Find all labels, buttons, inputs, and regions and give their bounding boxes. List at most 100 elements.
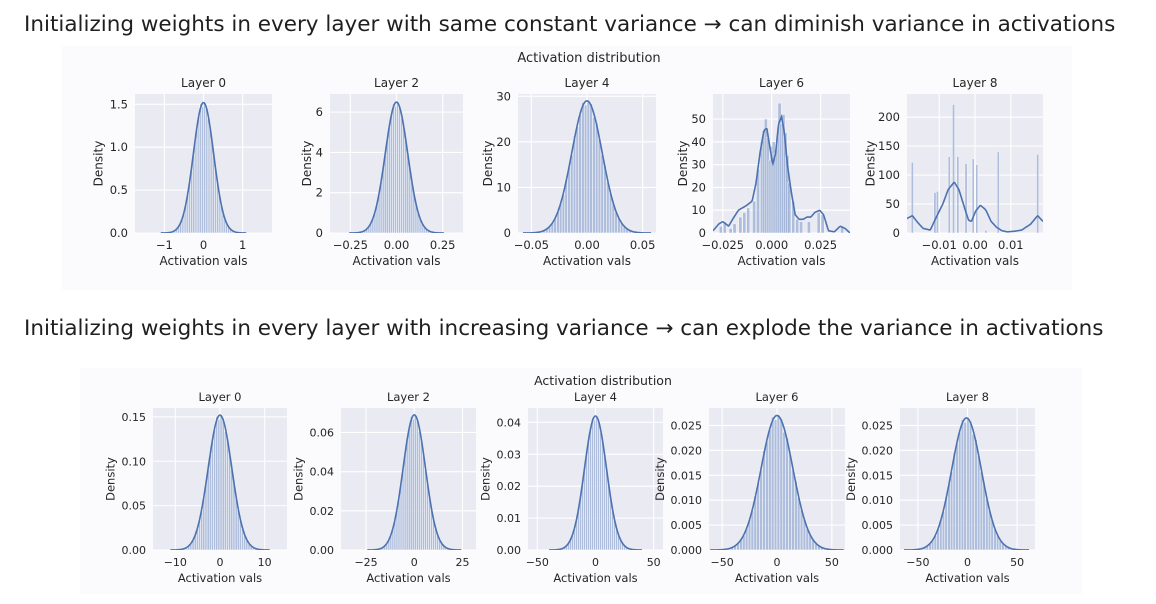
histogram-bar	[230, 469, 234, 550]
y-tick-label: 1.5	[110, 97, 128, 111]
histogram-bar	[398, 104, 401, 233]
histogram-bar	[208, 450, 212, 550]
kde-line	[713, 114, 850, 233]
histogram-bar	[406, 154, 410, 233]
y-tick-label: 0	[699, 226, 706, 240]
histogram-bar	[589, 103, 593, 233]
y-tick-label: 0.010	[671, 494, 703, 507]
y-tick-label: 6	[316, 105, 323, 119]
histogram-bars	[911, 104, 1039, 233]
x-axis-label: Activation vals	[366, 571, 450, 585]
y-tick-label: 0.10	[122, 455, 147, 468]
kde-line	[549, 415, 642, 550]
subplot-layer-6: −50 0 50 0.000 0.005 0.010 0.015 0.020 0.025 Laye…	[653, 390, 845, 585]
x-tick-label: 0	[200, 238, 207, 252]
x-tick-label: 50	[647, 556, 661, 569]
histogram-bar	[759, 470, 763, 550]
histogram-bar	[971, 158, 975, 233]
histogram-bar	[977, 455, 981, 550]
histogram-bar	[782, 431, 786, 550]
histogram-bar	[583, 470, 586, 550]
y-tick-label: 10	[691, 203, 706, 217]
subplot-title: Layer 2	[387, 390, 430, 404]
y-tick-label: 50	[691, 112, 706, 126]
histogram-bar	[212, 155, 215, 233]
subplot-layer-2: −25 0 25 0.00 0.02 0.04 0.06 Layer 2 Activation …	[292, 390, 476, 585]
y-tick-label: 0.020	[862, 444, 894, 457]
y-tick-label: 0.025	[862, 419, 894, 432]
y-tick-label: 0.04	[310, 466, 335, 479]
histogram-bar	[409, 416, 413, 550]
x-tick-label: −0.025	[702, 238, 745, 252]
histogram-bar	[575, 126, 579, 233]
histogram-bar	[203, 101, 206, 233]
histogram-bar	[219, 414, 223, 550]
histogram-bar	[958, 431, 962, 550]
x-tick-label: 0.000	[755, 238, 788, 252]
kde-line	[522, 100, 652, 233]
histogram-bar	[732, 223, 737, 233]
histogram-bar	[601, 437, 604, 550]
x-axis-label: Activation vals	[553, 571, 637, 585]
histogram-bar	[955, 443, 959, 550]
histogram-bar	[567, 166, 571, 233]
x-tick-label: 0	[217, 556, 224, 569]
y-axis-label: Density	[292, 457, 306, 501]
histogram-bar	[597, 418, 600, 550]
kde-line	[349, 101, 444, 233]
histogram-bar	[765, 441, 769, 550]
y-tick-label: 30	[691, 158, 706, 172]
histogram-bar	[963, 421, 967, 550]
y-tick-label: 0.00	[497, 544, 522, 557]
x-tick-label: 10	[258, 556, 272, 569]
histogram-bar	[933, 192, 937, 233]
histogram-bar	[585, 451, 588, 550]
histogram-bars	[172, 414, 268, 550]
subplot-layer-2: −0.25 0.00 0.25 0 2 4 6 Layer 2 Activation vals D…	[300, 76, 463, 268]
histogram-bars	[713, 414, 841, 550]
histogram-bar	[581, 101, 585, 233]
histogram-bar	[597, 138, 602, 233]
histogram-bar	[738, 216, 743, 233]
subplot-title: Layer 0	[198, 390, 241, 404]
subplot-title: Layer 0	[181, 76, 226, 90]
subplot-title: Layer 4	[565, 76, 610, 90]
chart-increasing-variance: Activation distribution −10 0 10 0.00 0.05 0.1…	[104, 373, 1035, 585]
y-tick-label: 0.010	[862, 494, 894, 507]
x-tick-label: 0	[774, 556, 781, 569]
kde-line	[160, 101, 247, 233]
histogram-bar	[788, 453, 792, 550]
figure-increasing-variance: Activation distribution −10 0 10 0.00 0.05 0.1…	[80, 368, 1082, 594]
histogram-bar	[773, 419, 778, 550]
histogram-bar	[394, 105, 397, 233]
x-tick-label: 0	[964, 556, 971, 569]
histogram-bar	[592, 117, 596, 233]
y-tick-label: 0.04	[497, 416, 522, 429]
histogram-bar	[405, 441, 409, 550]
histogram-bar	[964, 163, 968, 233]
histogram-bar	[960, 419, 965, 550]
histogram-bar	[768, 429, 772, 550]
histogram-bar	[224, 431, 227, 550]
histogram-bar	[807, 221, 811, 233]
kde-line	[710, 414, 844, 550]
histogram-bar	[746, 207, 751, 233]
x-tick-label: 0.00	[384, 238, 410, 252]
x-tick-label: 1	[239, 238, 246, 252]
histogram-bar	[404, 139, 407, 233]
y-axis-label: Density	[676, 141, 690, 187]
kde-line	[367, 414, 462, 550]
histogram-bar	[776, 414, 781, 550]
y-tick-label: 0.03	[497, 448, 522, 461]
x-tick-label: 0.01	[998, 238, 1024, 252]
x-tick-label: −10	[164, 556, 187, 569]
x-tick-label: 25	[456, 556, 470, 569]
histogram-bar	[226, 436, 229, 550]
histogram-bar	[206, 118, 210, 233]
x-tick-label: −1	[156, 238, 173, 252]
x-tick-label: 0.025	[804, 238, 837, 252]
subplot-layer-0: −10 0 10 0.00 0.05 0.10 0.15 Layer 0 Activation …	[104, 390, 287, 585]
histogram-bar	[400, 118, 403, 233]
histogram-bars	[551, 414, 640, 550]
y-tick-label: 0.000	[671, 544, 703, 557]
